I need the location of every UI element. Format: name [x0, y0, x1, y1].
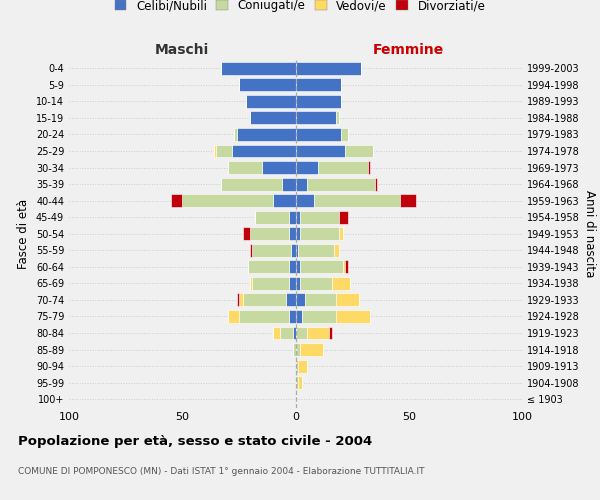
Bar — [291, 244, 296, 257]
Bar — [255, 210, 289, 224]
Bar — [216, 144, 232, 158]
Bar — [214, 144, 216, 158]
Bar — [296, 128, 341, 141]
Bar — [236, 128, 296, 141]
Bar — [289, 277, 296, 290]
Bar — [250, 244, 253, 257]
Bar — [221, 178, 282, 190]
Bar — [250, 228, 289, 240]
Bar — [336, 294, 359, 306]
Bar — [305, 294, 336, 306]
Bar — [296, 144, 346, 158]
Text: COMUNE DI POMPONESCO (MN) - Dati ISTAT 1° gennaio 2004 - Elaborazione TUTTITALIA: COMUNE DI POMPONESCO (MN) - Dati ISTAT 1… — [18, 468, 425, 476]
Bar — [336, 112, 338, 124]
Bar — [273, 326, 280, 340]
Bar — [343, 260, 346, 274]
Bar — [262, 161, 296, 174]
Bar — [289, 260, 296, 274]
Bar — [248, 260, 289, 274]
Bar — [296, 376, 298, 389]
Bar — [296, 62, 361, 74]
Bar — [293, 343, 296, 356]
Bar — [375, 178, 377, 190]
Bar — [298, 376, 302, 389]
Bar — [296, 161, 318, 174]
Bar — [296, 326, 307, 340]
Bar — [296, 112, 336, 124]
Bar — [300, 277, 332, 290]
Bar — [346, 260, 347, 274]
Y-axis label: Fasce di età: Fasce di età — [17, 198, 30, 269]
Bar — [289, 310, 296, 323]
Bar — [296, 210, 300, 224]
Bar — [239, 310, 289, 323]
Bar — [289, 210, 296, 224]
Bar — [346, 144, 373, 158]
Bar — [298, 360, 307, 372]
Bar — [296, 294, 305, 306]
Bar — [338, 210, 347, 224]
Bar — [232, 144, 296, 158]
Text: Maschi: Maschi — [155, 42, 209, 56]
Bar — [171, 194, 182, 207]
Bar — [334, 244, 338, 257]
Bar — [296, 260, 300, 274]
Bar — [341, 128, 347, 141]
Bar — [400, 194, 416, 207]
Bar — [244, 294, 286, 306]
Bar — [239, 294, 244, 306]
Bar — [332, 277, 350, 290]
Bar — [182, 194, 273, 207]
Bar — [329, 326, 332, 340]
Bar — [236, 294, 239, 306]
Bar — [273, 194, 296, 207]
Legend: Celibi/Nubili, Coniugati/e, Vedovi/e, Divorziati/e: Celibi/Nubili, Coniugati/e, Vedovi/e, Di… — [111, 0, 489, 16]
Bar — [296, 310, 302, 323]
Bar — [221, 62, 296, 74]
Bar — [282, 178, 296, 190]
Bar — [250, 277, 253, 290]
Bar — [293, 326, 296, 340]
Bar — [307, 178, 375, 190]
Bar — [300, 228, 338, 240]
Y-axis label: Anni di nascita: Anni di nascita — [583, 190, 596, 278]
Bar — [300, 260, 343, 274]
Bar — [250, 112, 296, 124]
Bar — [296, 78, 341, 92]
Bar — [245, 95, 296, 108]
Bar — [296, 95, 341, 108]
Bar — [296, 277, 300, 290]
Bar — [318, 161, 368, 174]
Bar — [296, 178, 307, 190]
Bar — [307, 326, 329, 340]
Bar — [227, 310, 239, 323]
Bar — [280, 326, 293, 340]
Text: Femmine: Femmine — [373, 42, 445, 56]
Bar — [338, 228, 343, 240]
Bar — [296, 343, 300, 356]
Bar — [302, 310, 336, 323]
Bar — [253, 277, 289, 290]
Bar — [314, 194, 400, 207]
Bar — [244, 228, 250, 240]
Bar — [296, 194, 314, 207]
Bar — [253, 244, 291, 257]
Bar — [227, 161, 262, 174]
Bar — [300, 210, 338, 224]
Bar — [298, 244, 334, 257]
Bar — [300, 343, 323, 356]
Bar — [296, 228, 300, 240]
Bar — [336, 310, 370, 323]
Bar — [286, 294, 296, 306]
Text: Popolazione per età, sesso e stato civile - 2004: Popolazione per età, sesso e stato civil… — [18, 435, 372, 448]
Bar — [289, 228, 296, 240]
Bar — [239, 78, 296, 92]
Bar — [368, 161, 370, 174]
Bar — [296, 360, 298, 372]
Bar — [296, 244, 298, 257]
Bar — [235, 128, 236, 141]
